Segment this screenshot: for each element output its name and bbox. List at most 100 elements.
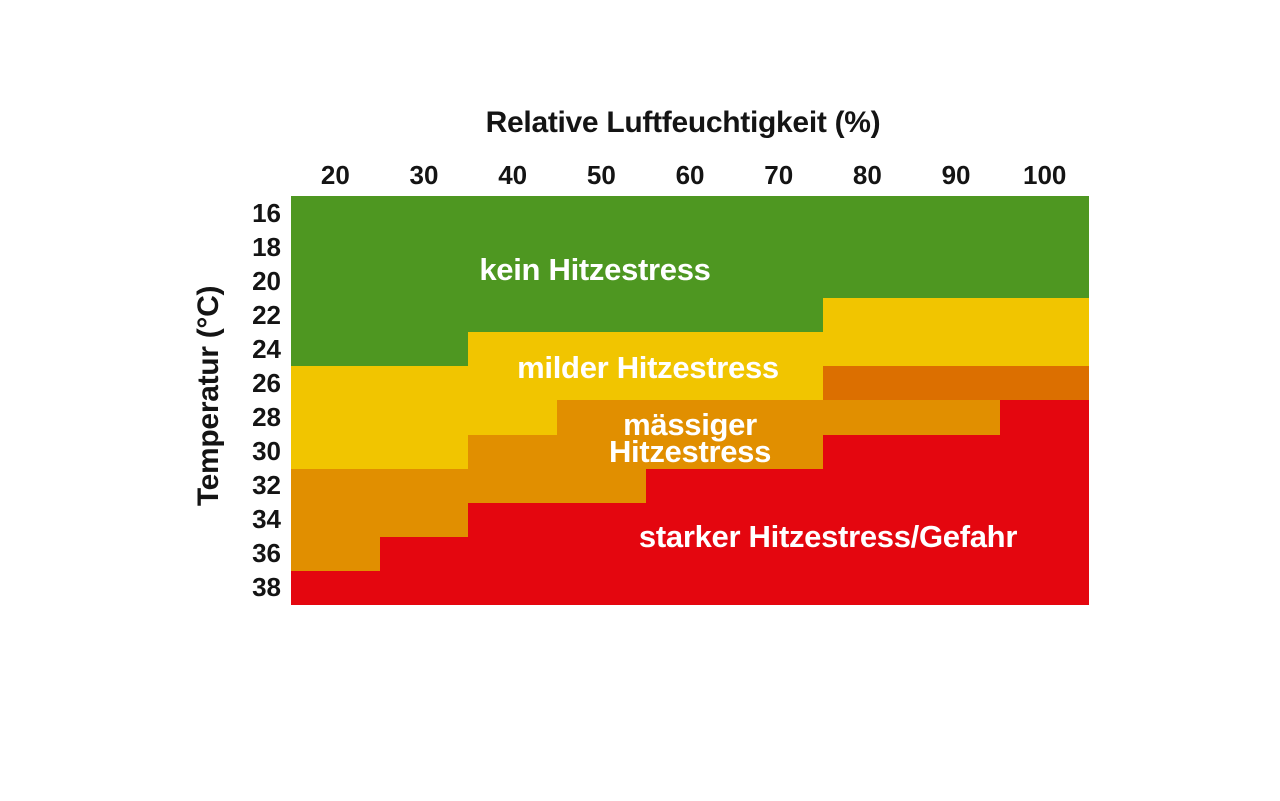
x-tick-90: 90 <box>941 160 971 190</box>
cell-36c-50pct <box>556 536 646 571</box>
cell-24c-50pct <box>556 332 646 367</box>
region-label-milder-hitzestress: milder Hitzestress <box>517 350 779 385</box>
cell-28c-80pct <box>822 400 912 435</box>
cell-28c-60pct <box>645 400 735 435</box>
cell-26c-60pct <box>645 366 735 401</box>
cell-32c-90pct <box>911 468 1001 503</box>
cell-30c-20pct <box>291 434 380 469</box>
cell-22c-30pct <box>379 298 469 333</box>
x-tick-40: 40 <box>498 160 528 190</box>
cell-36c-80pct <box>822 536 912 571</box>
cell-16c-50pct <box>556 196 646 231</box>
x-axis-ticks: 20 30 40 50 60 70 80 90 100 <box>291 160 1089 190</box>
cell-18c-100pct <box>1000 230 1089 265</box>
cell-34c-100pct <box>1000 502 1089 537</box>
x-tick-100: 100 <box>1023 160 1067 190</box>
cell-36c-90pct <box>911 536 1001 571</box>
heatmap-grid <box>291 196 1089 605</box>
cell-20c-70pct <box>734 264 823 299</box>
cell-34c-40pct <box>468 502 557 537</box>
cell-18c-50pct <box>556 230 646 265</box>
cell-20c-60pct <box>645 264 735 299</box>
cell-34c-30pct <box>379 502 469 537</box>
y-tick-28: 28 <box>252 402 281 432</box>
y-tick-30: 30 <box>252 436 281 467</box>
region-label-starker-hitzestress-gefahr: starker Hitzestress/Gefahr <box>638 519 1018 554</box>
cell-26c-100pct <box>1000 366 1089 401</box>
x-tick-50: 50 <box>586 160 616 190</box>
cell-16c-100pct <box>1000 196 1089 231</box>
cell-26c-90pct <box>911 366 1001 401</box>
y-tick-34: 34 <box>252 504 281 535</box>
cell-28c-30pct <box>379 400 469 435</box>
cell-28c-90pct <box>911 400 1001 435</box>
cell-34c-90pct <box>911 502 1001 537</box>
cell-16c-70pct <box>734 196 823 231</box>
cell-28c-40pct <box>468 400 557 435</box>
cell-16c-80pct <box>822 196 912 231</box>
y-tick-18: 18 <box>252 231 281 262</box>
cell-18c-80pct <box>822 230 912 265</box>
cell-16c-40pct <box>468 196 557 231</box>
cell-30c-30pct <box>379 434 469 469</box>
cell-28c-20pct <box>291 400 380 435</box>
cell-24c-70pct <box>734 332 823 367</box>
cell-18c-70pct <box>734 230 823 265</box>
cell-28c-100pct <box>1000 400 1089 435</box>
cell-28c-70pct <box>734 400 823 435</box>
cell-36c-30pct <box>379 536 469 571</box>
cell-24c-40pct <box>468 332 557 367</box>
cell-36c-40pct <box>468 536 557 571</box>
cell-32c-30pct <box>379 468 469 503</box>
cell-22c-70pct <box>734 298 823 333</box>
cell-36c-100pct <box>1000 536 1089 571</box>
cell-22c-80pct <box>822 298 912 333</box>
cell-26c-50pct <box>556 366 646 401</box>
cell-22c-20pct <box>291 298 380 333</box>
cell-22c-100pct <box>1000 298 1089 333</box>
cell-22c-60pct <box>645 298 735 333</box>
cell-20c-30pct <box>379 264 469 299</box>
y-tick-22: 22 <box>252 299 281 330</box>
cell-20c-40pct <box>468 264 557 299</box>
cell-32c-80pct <box>822 468 912 503</box>
x-tick-30: 30 <box>409 160 439 190</box>
cell-22c-40pct <box>468 298 557 333</box>
cell-32c-40pct <box>468 468 557 503</box>
cell-18c-30pct <box>379 230 469 265</box>
cell-36c-20pct <box>291 536 380 571</box>
cell-18c-40pct <box>468 230 557 265</box>
cell-36c-70pct <box>734 536 823 571</box>
cell-26c-80pct <box>822 366 912 401</box>
x-tick-20: 20 <box>320 160 350 190</box>
y-tick-16: 16 <box>252 197 281 228</box>
cell-30c-70pct <box>734 434 823 469</box>
cell-24c-20pct <box>291 332 380 367</box>
cell-30c-50pct <box>556 434 646 469</box>
cell-38c-70pct <box>734 570 823 605</box>
cell-34c-20pct <box>291 502 380 537</box>
cell-18c-20pct <box>291 230 380 265</box>
cell-30c-60pct <box>645 434 735 469</box>
cell-34c-50pct <box>556 502 646 537</box>
cell-38c-30pct <box>379 570 469 605</box>
cell-32c-60pct <box>645 468 735 503</box>
region-label-kein-hitzestress: kein Hitzestress <box>479 252 711 287</box>
cell-20c-50pct <box>556 264 646 299</box>
cell-20c-20pct <box>291 264 380 299</box>
cell-34c-70pct <box>734 502 823 537</box>
cell-38c-50pct <box>556 570 646 605</box>
cell-34c-60pct <box>645 502 735 537</box>
cell-36c-60pct <box>645 536 735 571</box>
cell-26c-40pct <box>468 366 557 401</box>
x-axis-title: Relative Luftfeuchtigkeit (%) <box>485 106 881 139</box>
x-tick-80: 80 <box>852 160 882 190</box>
cell-30c-100pct <box>1000 434 1089 469</box>
cell-24c-80pct <box>822 332 912 367</box>
cell-20c-80pct <box>822 264 912 299</box>
cell-16c-90pct <box>911 196 1001 231</box>
cell-30c-80pct <box>822 434 912 469</box>
cell-24c-100pct <box>1000 332 1089 367</box>
y-tick-20: 20 <box>252 265 281 296</box>
cell-16c-60pct <box>645 196 735 231</box>
